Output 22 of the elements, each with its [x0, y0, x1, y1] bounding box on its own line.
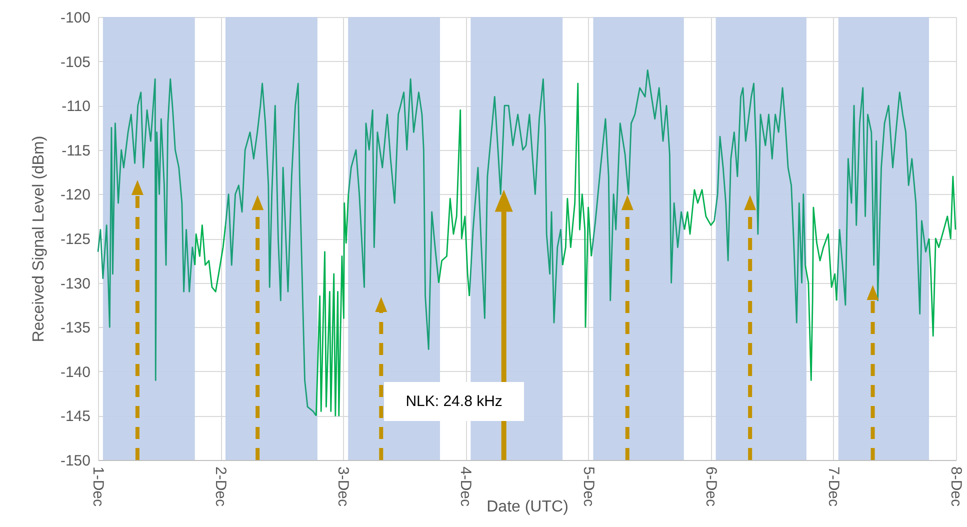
annotation: NLK: 24.8 kHz: [384, 382, 524, 422]
y-tick-label: -100: [60, 10, 90, 26]
y-tick-label: -120: [60, 186, 90, 204]
x-tick-label: 2-Dec: [212, 466, 230, 508]
x-tick-label: 5-Dec: [580, 466, 597, 508]
y-tick-label: -130: [60, 275, 90, 292]
y-tick-label: -150: [60, 452, 90, 470]
x-tick-label: 6-Dec: [702, 466, 720, 508]
y-axis-title: Received Signal Level (dBm): [30, 136, 48, 342]
x-tick-label: 1-Dec: [90, 466, 106, 508]
y-tick-label: -105: [60, 54, 90, 71]
y-tick-label: -115: [62, 142, 90, 160]
y-tick-label: -140: [60, 364, 90, 381]
y-tick-label: -125: [60, 231, 90, 248]
x-axis-title: Date (UTC): [486, 498, 568, 516]
x-tick-label: 4-Dec: [457, 466, 474, 508]
y-tick-label: -145: [60, 408, 90, 426]
y-tick-label: -110: [62, 98, 90, 116]
x-tick-label: 3-Dec: [334, 466, 352, 508]
x-tick-label: 7-Dec: [824, 466, 842, 508]
y-tick-label: -135: [60, 320, 90, 337]
x-tick-label: 8-Dec: [948, 466, 964, 508]
